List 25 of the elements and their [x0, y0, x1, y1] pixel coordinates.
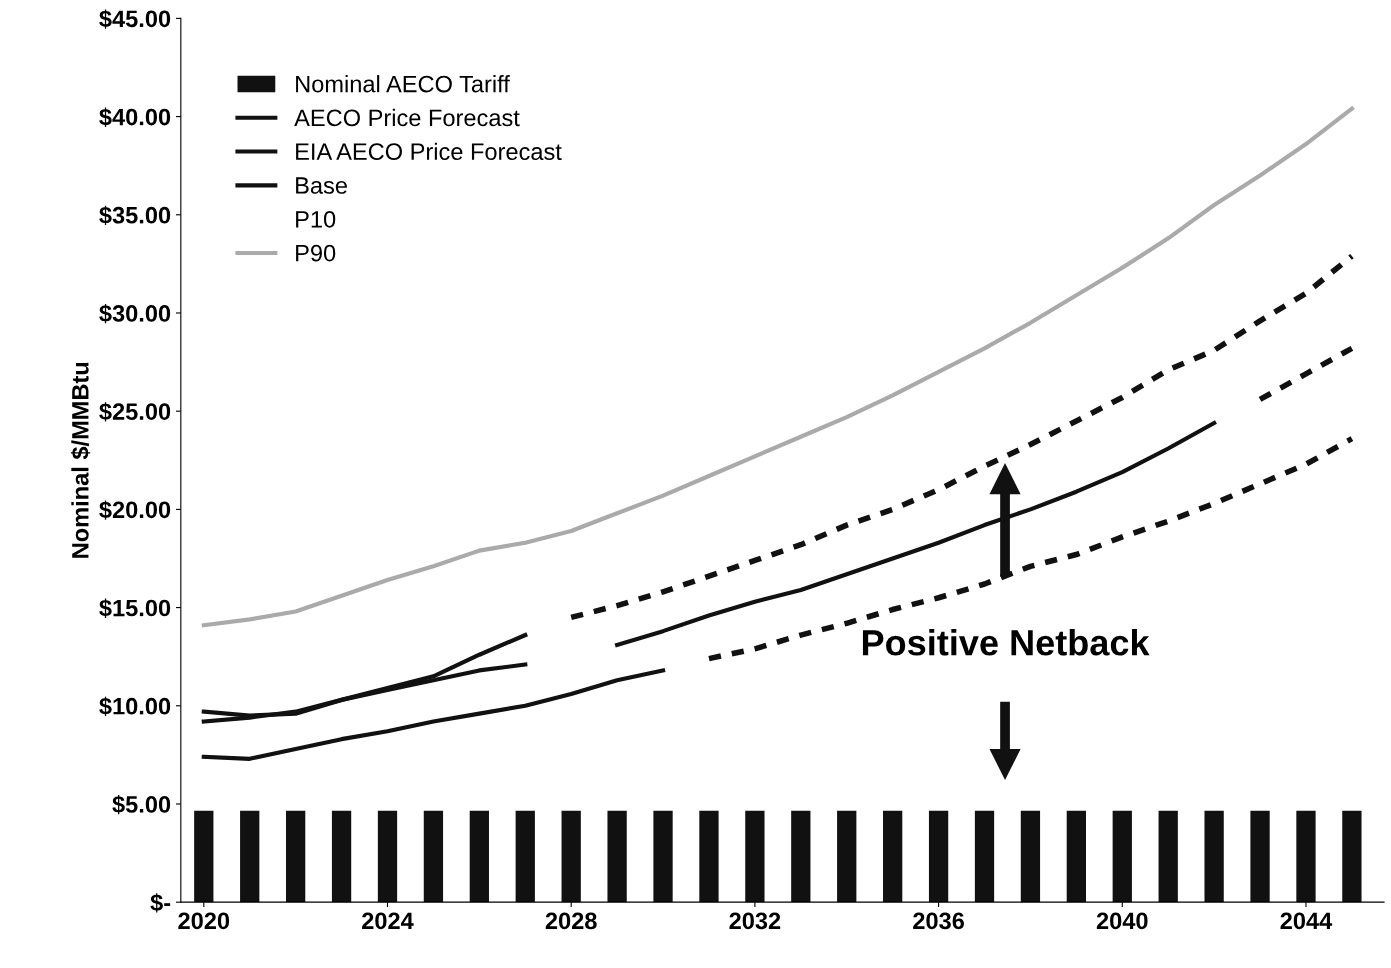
- y-tick-label: $35.00: [99, 205, 171, 226]
- x-tick-label: 2028: [545, 912, 597, 930]
- legend-label: Base: [296, 177, 347, 194]
- legend-label: P90: [296, 244, 336, 262]
- x-tick-label: 2024: [362, 912, 414, 930]
- x-tick-label: 2020: [178, 912, 230, 930]
- y-tick-label: $20.00: [99, 500, 171, 520]
- legend-label: EIA AECO Price Forecast: [296, 142, 562, 161]
- y-tick-label: $15.00: [99, 598, 171, 618]
- legend-label: Nominal AECO Tariff: [296, 75, 510, 93]
- y-axis-title: Nominal $/MMBtu: [70, 362, 91, 558]
- y-tick-label: $10.00: [99, 696, 171, 717]
- y-tick-label: $40.00: [99, 107, 171, 127]
- x-tick-label: 2036: [913, 912, 964, 930]
- y-tick-label: $5.00: [112, 795, 171, 815]
- x-tick-label: 2032: [729, 912, 781, 930]
- x-tick-label: 2040: [1096, 912, 1148, 930]
- text: P10: [296, 210, 336, 228]
- legend-label: AECO Price Forecast: [294, 108, 520, 127]
- y-tick-label: $30.00: [99, 304, 171, 324]
- y-tick-label: $45.00: [99, 9, 171, 29]
- annotation: Positive Netback: [862, 629, 1150, 656]
- y-tick-label: $25.00: [99, 402, 171, 422]
- y-tick-label: $-: [150, 893, 171, 913]
- x-tick-label: 2044: [1280, 912, 1333, 930]
